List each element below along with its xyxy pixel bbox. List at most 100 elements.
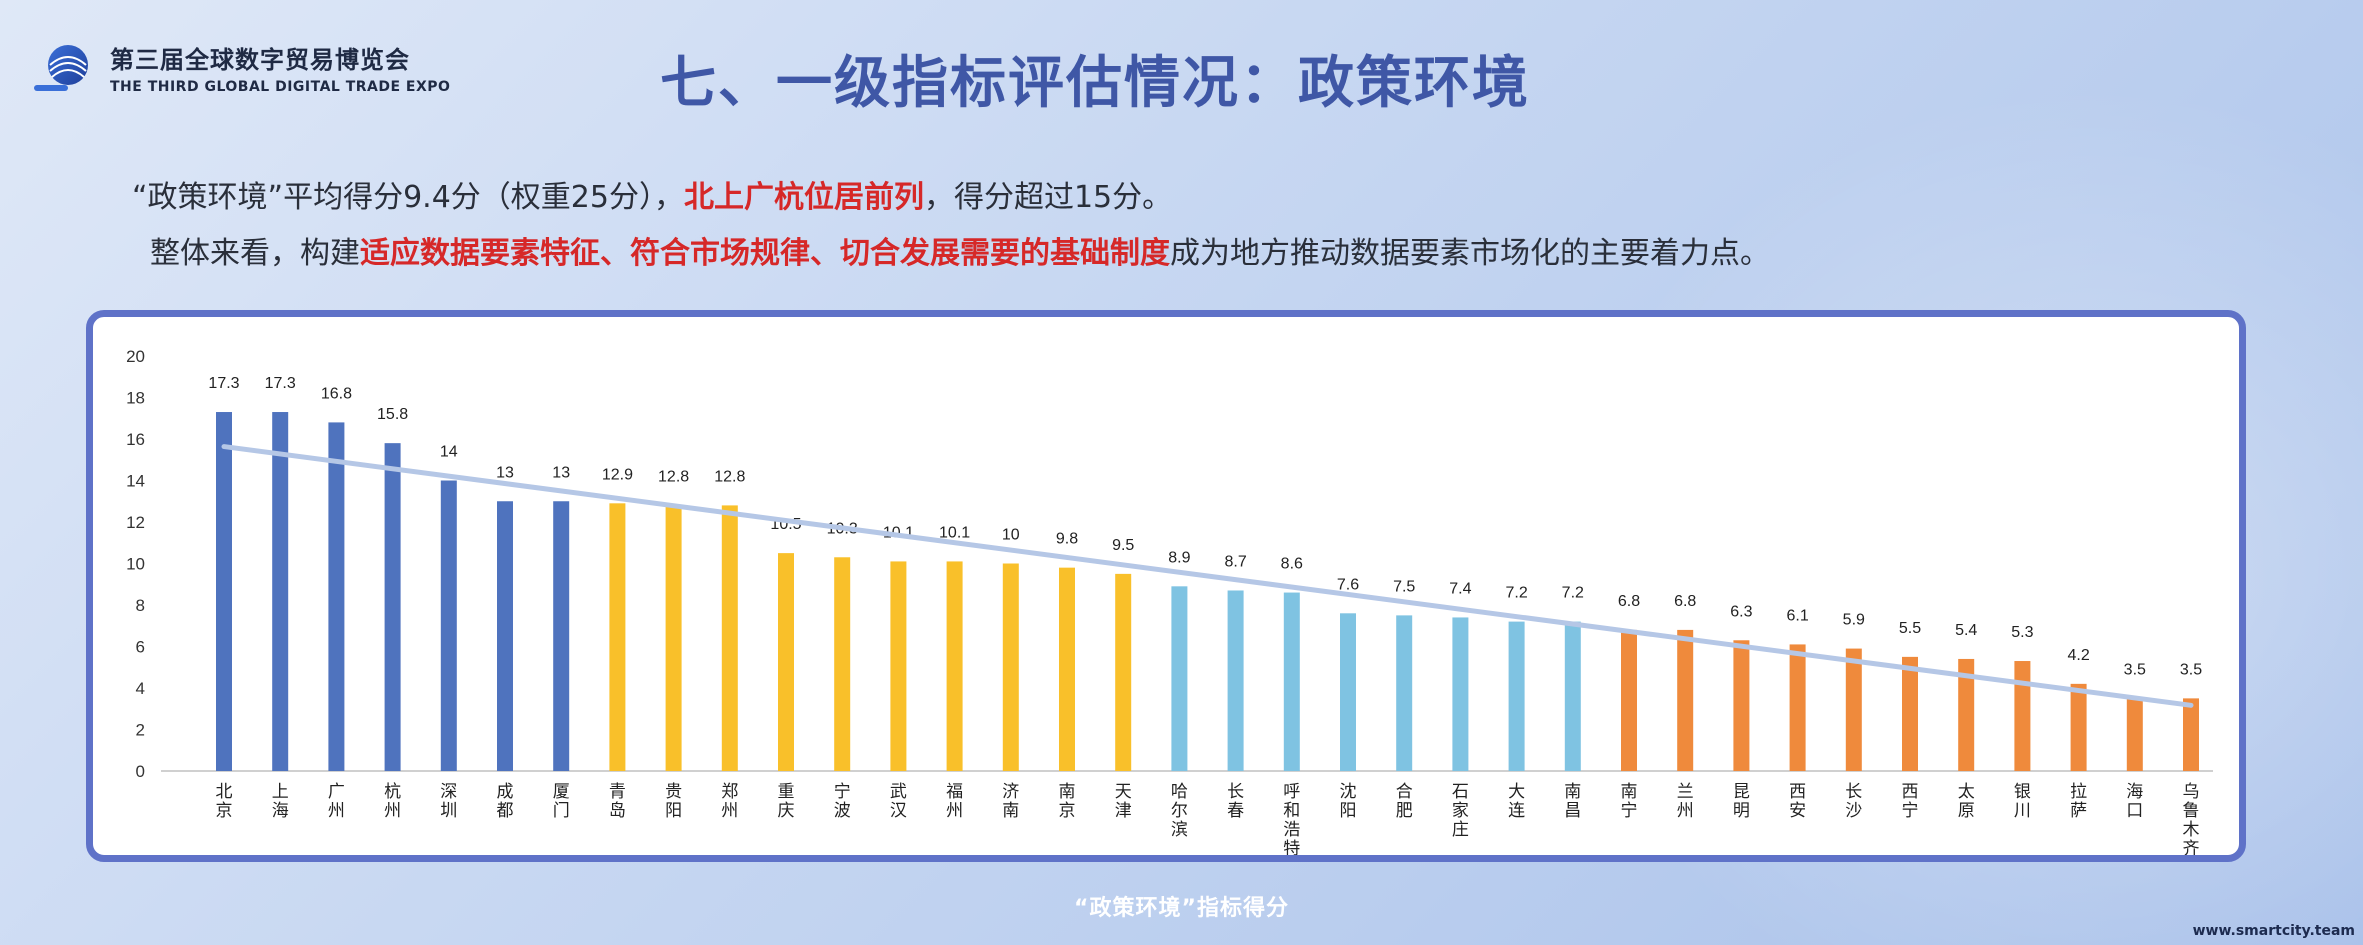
y-tick-label: 20 [126,347,145,366]
bar [1283,592,1300,771]
chart-panel: 0 2 4 6 8 10 12 14 16 18 20 17.3 北京 17.3 上海 16.8 广州 15.8 杭… [86,310,2246,862]
category-label: 南京 [1059,782,1076,821]
bar [1115,573,1132,771]
category-label: 呼和浩特 [1283,782,1300,855]
category-label: 大连 [1508,782,1525,821]
bar [946,561,963,771]
bar [2014,661,2031,771]
category-label: 兰州 [1677,782,1694,821]
category-label: 拉萨 [2070,782,2087,821]
bar [1677,629,1694,771]
data-label: 10.1 [939,524,970,541]
data-label: 6.8 [1618,593,1640,610]
y-tick-label: 6 [136,638,145,657]
y-tick-label: 8 [136,596,145,615]
category-label: 杭州 [384,782,401,821]
data-label: 5.4 [1955,622,1977,639]
data-label: 6.1 [1786,607,1808,624]
category-label: 天津 [1115,782,1132,821]
data-label: 7.4 [1449,580,1471,597]
policy-score-chart: 0 2 4 6 8 10 12 14 16 18 20 17.3 北京 17.3 上海 16.8 广州 15.8 杭… [126,347,2213,855]
data-label: 13 [496,464,514,481]
bar [1733,640,1750,771]
data-label: 9.5 [1112,537,1134,554]
bar [2183,698,2199,771]
y-tick-label: 12 [126,513,145,532]
bar [890,561,907,771]
summary-line-2: 整体来看，构建适应数据要素特征、符合市场规律、切合发展需要的基础制度成为地方推动… [150,228,1770,272]
logo-title-en: THE THIRD GLOBAL DIGITAL TRADE EXPO [110,79,451,95]
category-label: 深圳 [440,782,457,821]
category-label: 合肥 [1396,782,1413,821]
bar [1002,563,1019,771]
data-label: 7.2 [1505,585,1527,602]
category-label: 福州 [946,782,963,821]
data-label: 3.5 [2124,661,2146,678]
category-label: 长春 [1227,782,1244,821]
category-label: 宁波 [834,782,851,821]
chart-caption: “政策环境”指标得分 [1074,896,1289,921]
category-label: 广州 [328,782,345,821]
bar [384,443,401,771]
y-tick-label: 4 [136,679,145,698]
data-label: 8.7 [1224,553,1246,570]
data-label: 12.8 [658,468,689,485]
data-label: 8.9 [1168,549,1190,566]
bar [1508,621,1525,771]
category-label: 西宁 [1902,782,1919,821]
bar [2070,683,2087,771]
category-label: 北京 [216,782,233,821]
bar [1789,644,1806,771]
bar [440,480,457,771]
summary-line-1: “政策环境”平均得分9.4分（权重25分），北上广杭位居前列，得分超过15分。 [132,172,1172,216]
category-label: 昆明 [1733,782,1750,821]
category-label: 成都 [497,782,514,821]
summary-line-1-text-b: ，得分超过15分。 [923,180,1173,215]
watermark: www.smartcity.team [2192,923,2355,939]
bar [609,503,626,771]
trend-line [221,444,2194,708]
bar [1396,615,1413,771]
y-tick-label: 2 [136,721,145,740]
category-label: 武汉 [890,782,907,821]
data-label: 8.6 [1281,556,1303,573]
category-label: 乌鲁木齐 [2183,782,2200,855]
category-label: 上海 [272,782,289,821]
bar [1958,658,1975,771]
category-label: 贵阳 [665,782,682,821]
summary-line-2-highlight: 适应数据要素特征、符合市场规律、切合发展需要的基础制度 [360,236,1170,271]
category-label: 银川 [2014,782,2031,821]
category-label: 青岛 [609,782,626,821]
category-label: 长沙 [1845,782,1862,821]
category-label: 哈尔滨 [1171,782,1188,840]
data-label: 17.3 [265,375,296,392]
data-label: 14 [440,444,458,461]
bar [553,501,570,771]
category-label: 郑州 [721,782,738,821]
y-tick-label: 10 [126,555,145,574]
category-label: 南昌 [1564,782,1581,821]
y-tick-label: 16 [126,430,145,449]
bar [1621,629,1637,771]
bar [1452,617,1469,771]
bar [1564,621,1581,771]
bar [497,501,513,771]
bar [1845,648,1862,771]
data-label: 13 [552,464,570,481]
category-label: 海口 [2126,782,2143,821]
y-tick-label: 18 [126,389,145,408]
category-label: 石家庄 [1452,782,1469,840]
data-label: 5.3 [2011,624,2033,641]
data-label: 5.9 [1843,612,1865,629]
category-label: 西安 [1789,782,1806,821]
bar [665,505,682,771]
data-label: 17.3 [208,375,239,392]
globe-logo-icon [34,44,88,91]
bar [328,422,345,771]
bar [2126,698,2143,771]
bar [216,412,232,771]
y-tick-label: 0 [136,762,145,781]
summary-line-1-highlight: 北上广杭位居前列 [683,180,924,215]
data-label: 6.3 [1730,603,1752,620]
category-label: 重庆 [778,782,795,821]
